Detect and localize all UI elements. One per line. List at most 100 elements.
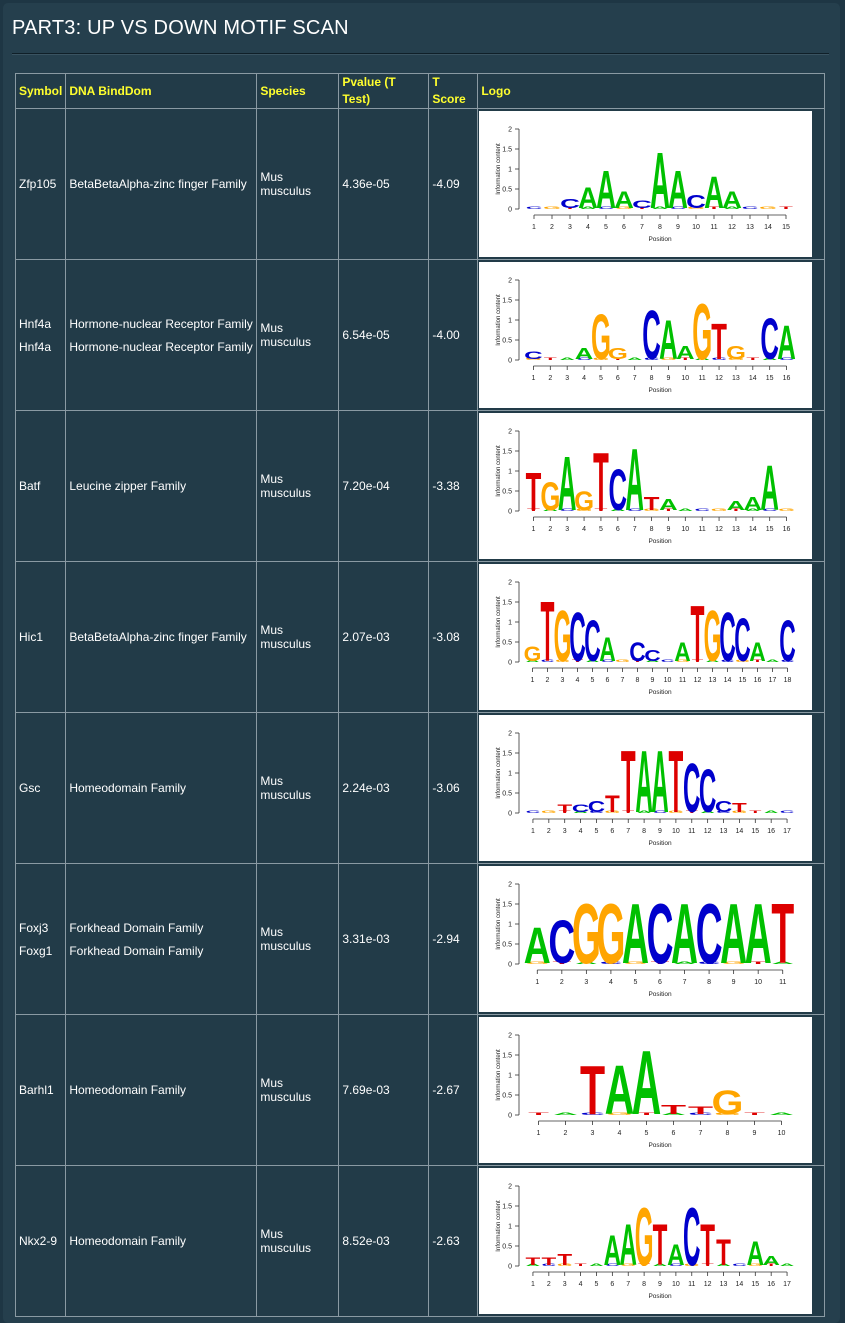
x-tick-label: 11 [779,979,786,986]
domain-text: Forkhead Domain Family [69,943,204,958]
background-letter: A [678,508,693,512]
background-letter: T [702,1263,715,1267]
background-letter: A [770,1112,794,1116]
x-tick-label: 8 [650,375,654,382]
table-row: Hnf4a Hnf4a Hormone-nuclear Receptor Famil… [16,260,825,410]
cell-symbol: Gsc [16,713,66,863]
x-tick-label: 2 [547,1281,551,1288]
x-tick-label: 6 [611,1281,615,1288]
x-tick-label: 11 [699,526,706,533]
x-tick-label: 16 [783,375,791,382]
domain-text: BetaBetaAlpha-zinc finger Family [69,177,247,191]
background-letter: C [742,206,759,210]
x-tick-label: 16 [754,677,762,684]
y-tick-label: 0.5 [503,640,513,647]
x-tick-label: 13 [732,375,740,382]
background-letter: A [652,206,669,210]
x-tick-label: 10 [692,224,700,231]
x-tick-label: 9 [658,1281,662,1288]
symbol-text: Gsc [19,781,41,795]
cell-tscore: -3.06 [429,713,478,863]
x-tick-label: 7 [633,375,637,382]
y-axis-label: Information content [496,294,502,346]
x-tick-label: 17 [769,677,777,684]
background-letter: T [635,206,649,210]
background-letter: T [747,357,761,361]
table-row: Batf Leucine zipper Family Mus musculus 7.2… [16,411,825,561]
cell-logo: 0 0.5 1 1.5 2 Information content 1 2 3 4 5 6 7 8 9 10 1… [478,1166,825,1316]
background-letter: T [529,1112,550,1116]
x-tick-label: 14 [736,828,744,835]
domain-text: Homeodomain Family [69,781,187,795]
logo-letter: A [668,1239,685,1272]
background-letter: G [605,810,620,814]
logo-letter: A [745,885,772,981]
background-letter: C [606,1263,620,1267]
x-axis-label: Position [649,236,673,243]
cell-symbol: Foxj3 Foxg1 [16,864,66,1014]
x-axis-label: Position [649,991,673,998]
background-letter: G [616,659,631,663]
logo-letter: C [525,350,544,362]
column-header-pvalue: Pvalue (T Test) [339,74,429,108]
background-letter: G [526,357,542,361]
x-tick-label: 8 [658,224,662,231]
x-tick-label: 2 [549,375,553,382]
x-tick-label: 1 [536,979,540,986]
x-tick-label: 6 [616,375,620,382]
x-tick-label: 1 [531,1281,535,1288]
cell-logo: 0 0.5 1 1.5 2 Information content 1 2 3 4 5 6 7 8 9 10 1… [478,411,825,561]
y-tick-label: 0.5 [503,187,513,194]
x-tick-label: 10 [778,1130,786,1137]
x-tick-label: 3 [585,979,589,986]
domain-text: Hormone-nuclear Receptor Family [69,339,253,354]
x-axis-label: Position [649,1142,673,1149]
x-axis-label: Position [649,387,673,394]
y-tick-label: 1 [508,771,512,778]
x-tick-label: 11 [699,375,706,382]
logo-letter: G [597,885,626,981]
background-letter: G [644,508,660,512]
background-letter: A [701,810,715,814]
cell-pvalue: 2.24e-03 [339,713,429,863]
x-tick-label: 13 [720,828,728,835]
x-tick-label: 7 [633,526,637,533]
x-tick-label: 3 [566,526,570,533]
background-letter: C [712,357,727,361]
cell-species: Mus musculus [257,109,339,259]
cell-logo: 0 0.5 1 1.5 2 Information content 1 2 3 4 5 6 7 8 9 10 1… [478,109,825,259]
x-axis-label: Position [649,538,673,545]
cell-symbol: Hnf4a Hnf4a [16,260,66,410]
x-tick-label: 15 [739,677,747,684]
domain-text: Hormone-nuclear Receptor Family [69,316,253,331]
background-letter: A [637,810,651,814]
x-tick-label: 11 [711,224,718,231]
y-tick-label: 1 [508,167,512,174]
cell-logo: 0 0.5 1 1.5 2 Information content 1 2 3 4 5 6 7 8 9 10 1… [478,562,825,712]
cell-dna-binddom: Homeodomain Family [66,1015,257,1165]
cell-pvalue: 7.69e-03 [339,1015,429,1165]
x-tick-label: 15 [766,526,774,533]
logo-letter: G [608,345,628,363]
x-tick-label: 11 [679,677,686,684]
background-letter: T [745,1112,766,1116]
y-tick-label: 0 [508,509,512,516]
x-tick-label: 17 [784,828,792,835]
y-tick-label: 1 [508,922,512,929]
x-tick-label: 5 [591,677,595,684]
x-tick-label: 12 [704,1281,712,1288]
cell-species: Mus musculus [257,260,339,410]
background-letter: T [637,1112,658,1116]
background-letter: C [661,659,675,663]
background-letter: C [689,1112,713,1116]
column-header-tscore: T Score [429,74,478,108]
background-letter: G [624,961,648,965]
cell-tscore: -2.63 [429,1166,478,1316]
background-letter: C [695,508,710,512]
table-row: Nkx2-9 Homeodomain Family Mus musculus 8.52… [16,1166,825,1316]
background-letter: C [698,961,720,965]
cell-species: Mus musculus [257,1166,339,1316]
x-tick-label: 16 [768,1281,776,1288]
